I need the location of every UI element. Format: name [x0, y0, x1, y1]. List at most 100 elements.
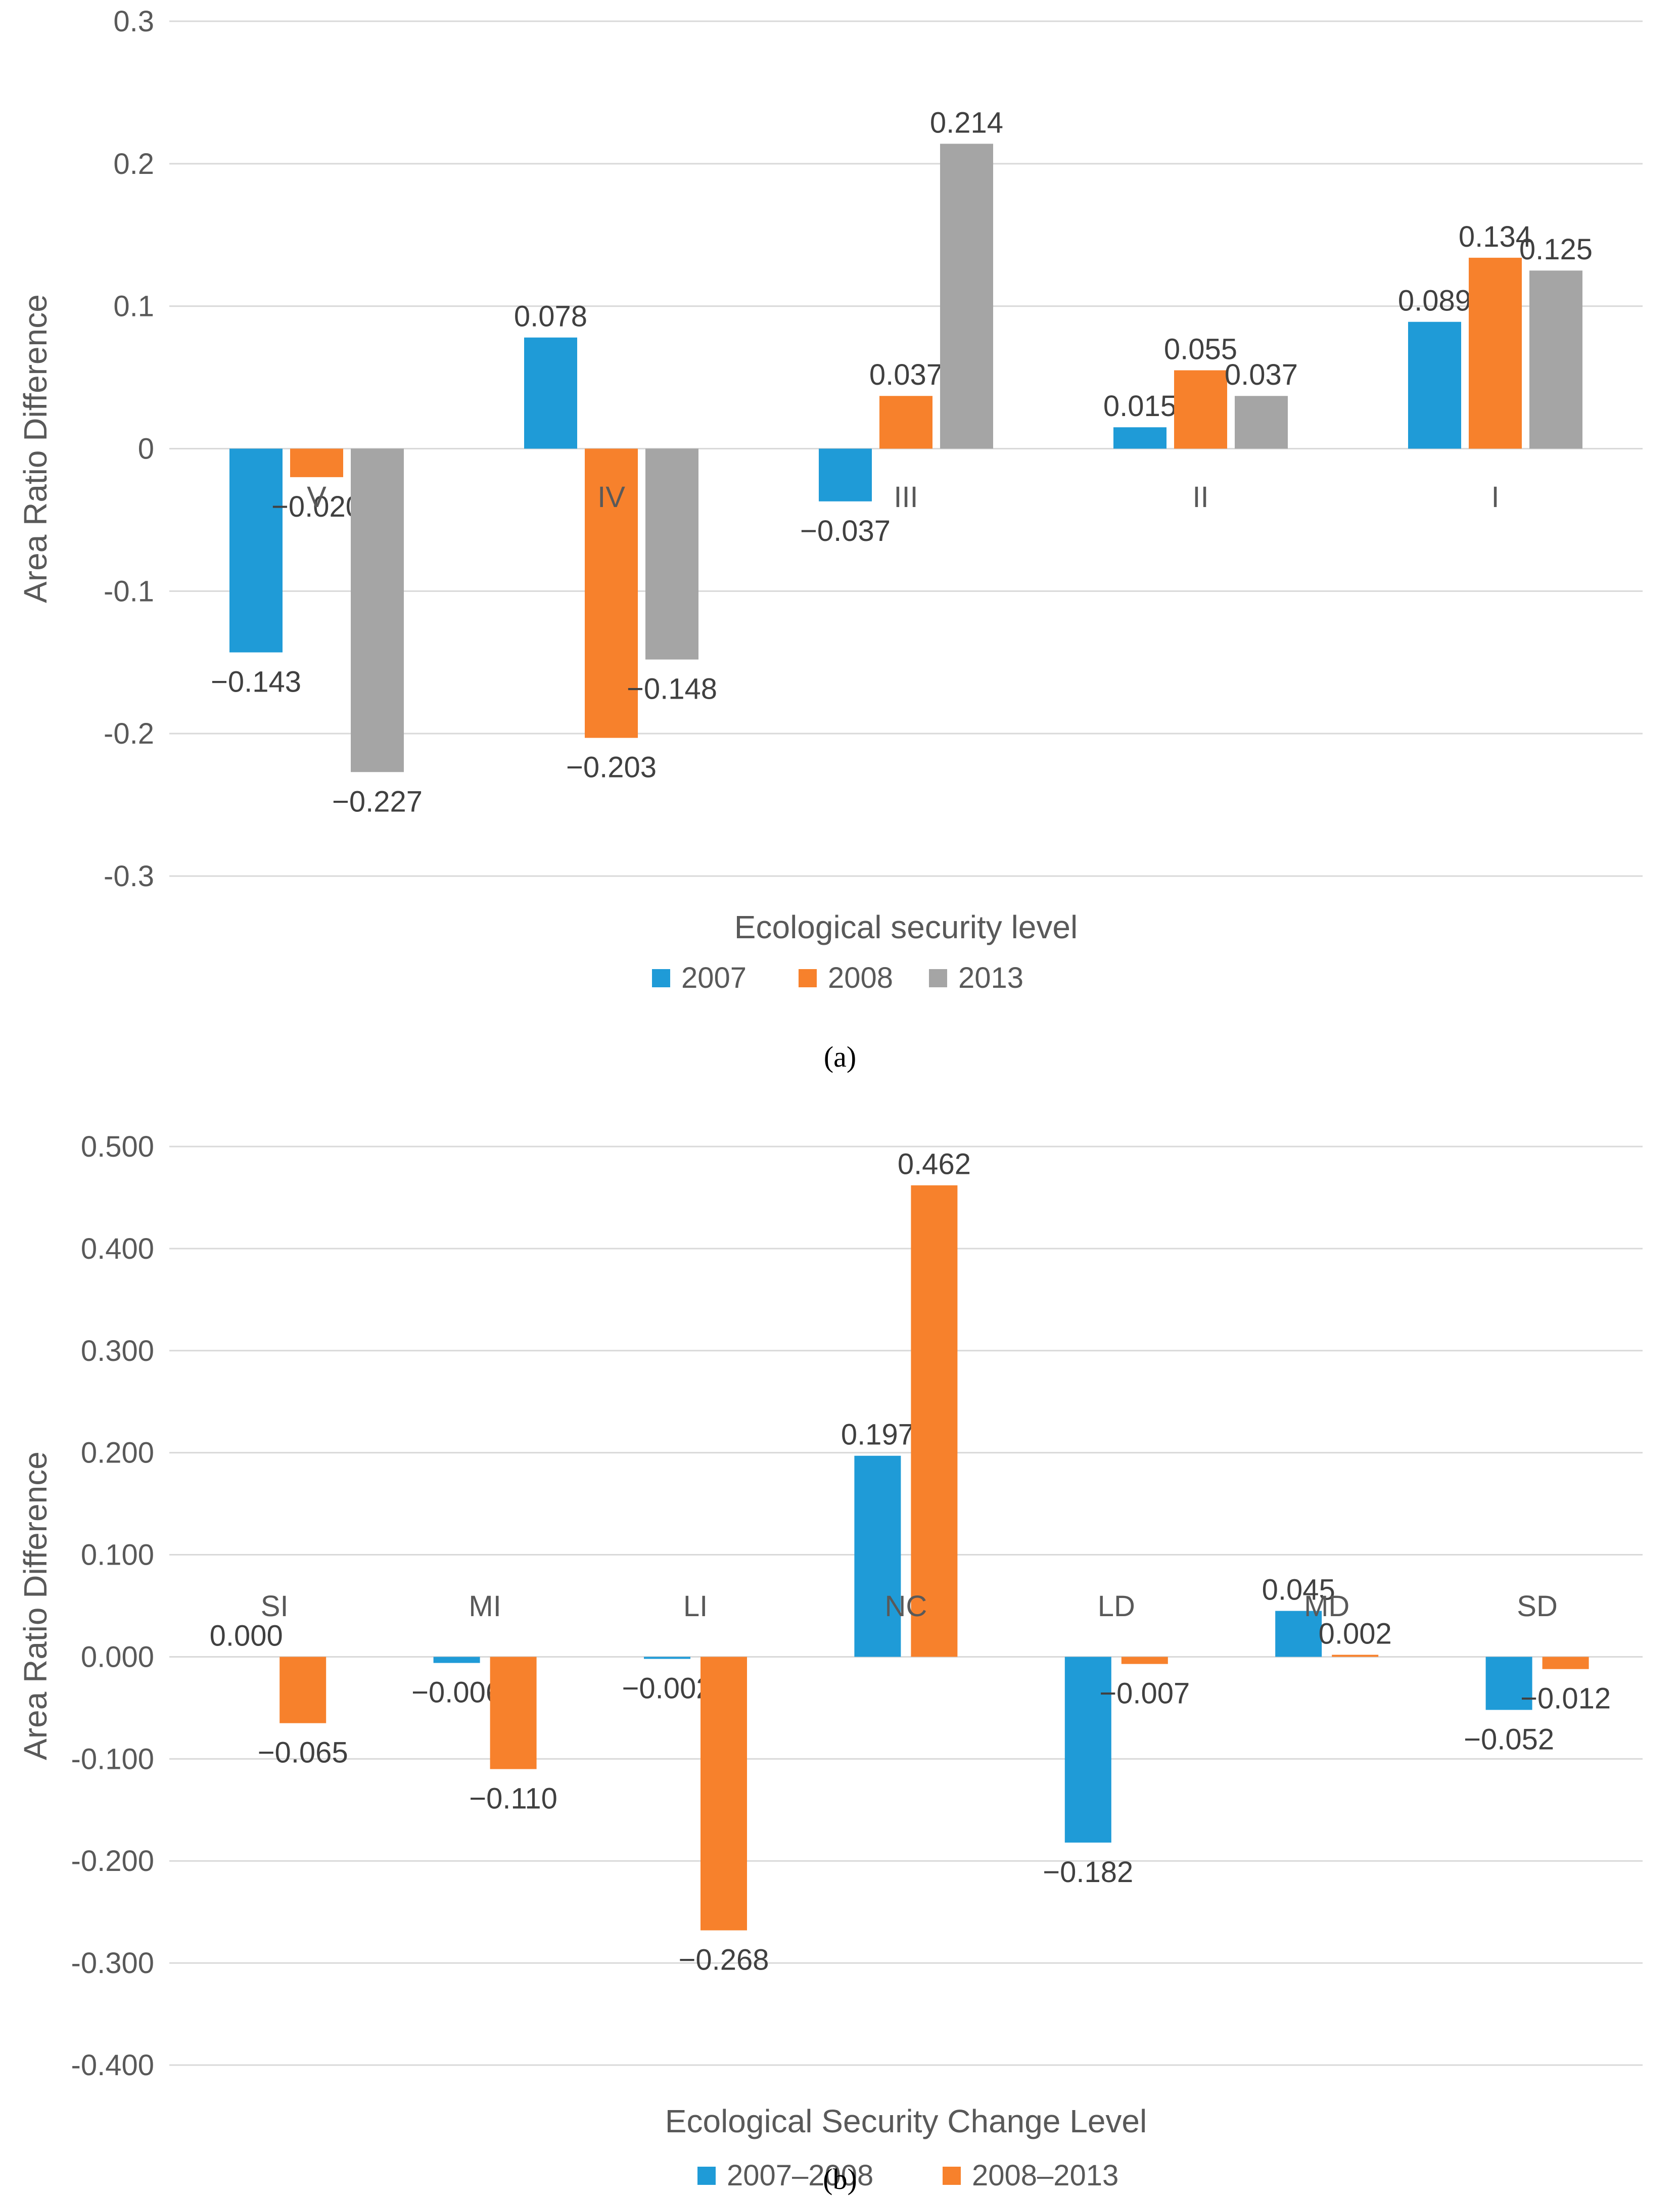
y-tick-label: -0.3 — [104, 860, 154, 893]
bar-2013-III — [940, 144, 993, 449]
x-category-label: LI — [683, 1590, 708, 1623]
y-tick-label: 0.200 — [81, 1437, 154, 1470]
x-category-label: MI — [469, 1590, 501, 1623]
bar-2008-IV — [585, 448, 638, 738]
data-label: −0.203 — [566, 751, 657, 784]
data-label: 0.134 — [1459, 220, 1532, 253]
y-tick-label: -0.2 — [104, 717, 154, 750]
bar-2008-2013-MD — [1332, 1655, 1379, 1657]
data-label: −0.002 — [622, 1672, 712, 1705]
bar-2013-V — [351, 448, 404, 772]
data-label: 0.002 — [1319, 1617, 1392, 1650]
bar-2008-II — [1174, 370, 1227, 449]
data-label: −0.110 — [469, 1782, 557, 1815]
data-label: −0.037 — [800, 515, 891, 547]
bar-2008-2013-LI — [701, 1657, 747, 1931]
y-tick-label: 0.000 — [81, 1640, 154, 1673]
x-category-label: II — [1192, 481, 1208, 514]
y-tick-label: 0.1 — [113, 290, 154, 323]
bar-2013-II — [1235, 396, 1288, 449]
data-label: 0.000 — [210, 1619, 283, 1652]
legend-swatch — [652, 969, 670, 987]
bar-2007-2008-MI — [433, 1657, 480, 1663]
bar-2008-2013-LD — [1121, 1657, 1168, 1664]
x-category-label: I — [1491, 481, 1499, 514]
chart-a: 0.3 0.2 0.1 0 -0.1 -0.2 -0.3 Area Ratio Differe… — [17, 5, 1643, 1073]
bar-2008-2013-SI — [279, 1657, 326, 1723]
data-label: 0.037 — [1225, 358, 1298, 391]
legend-swatch — [697, 2167, 716, 2185]
bar-2008-2013-SD — [1542, 1657, 1589, 1669]
bar-2007-II — [1113, 427, 1166, 449]
legend-label: 2007–2008 — [727, 2159, 873, 2192]
data-label: −0.182 — [1043, 1856, 1133, 1889]
data-label: −0.007 — [1099, 1677, 1190, 1710]
y-axis-title: Area Ratio Difference — [17, 294, 54, 603]
chart-b: 0.500 0.400 0.300 0.200 0.100 0.000 -0.100 -0.2… — [17, 1130, 1643, 2195]
y-tick-label: 0.2 — [113, 148, 154, 180]
legend-swatch — [929, 969, 947, 987]
data-label: −0.268 — [678, 1944, 769, 1977]
data-label: −0.006 — [411, 1676, 502, 1709]
data-label: 0.015 — [1103, 390, 1177, 423]
bar-2007-V — [229, 448, 283, 653]
legend-label: 2007 — [681, 962, 746, 994]
bar-2007-2008-LI — [644, 1657, 690, 1659]
y-tick-label: -0.300 — [71, 1947, 154, 1980]
x-category-label: V — [307, 481, 326, 514]
data-label: 0.078 — [514, 300, 587, 333]
bar-2008-III — [879, 396, 932, 449]
x-axis-title: Ecological security level — [734, 909, 1078, 945]
x-category-label: MD — [1304, 1590, 1349, 1623]
x-category-label: SI — [261, 1590, 289, 1623]
x-axis-title: Ecological Security Change Level — [665, 2103, 1147, 2139]
x-category-label: III — [894, 481, 918, 514]
figure-caption: (b) — [823, 2163, 857, 2195]
data-label: 0.214 — [930, 106, 1003, 139]
data-label: 0.055 — [1164, 333, 1237, 365]
y-tick-label: -0.1 — [104, 575, 154, 608]
data-label: −0.227 — [332, 785, 423, 818]
bar-2013-I — [1529, 270, 1582, 449]
bar-2007-IV — [524, 337, 577, 449]
legend: 2007 2008 2013 — [652, 962, 1023, 994]
y-tick-label: 0.100 — [81, 1539, 154, 1572]
legend-label: 2013 — [958, 962, 1023, 994]
bar-2007-2008-NC — [854, 1455, 901, 1657]
bar-2013-IV — [645, 448, 698, 660]
x-category-label: SD — [1517, 1590, 1558, 1623]
data-label: −0.148 — [627, 673, 717, 706]
bar-2007-I — [1408, 322, 1461, 449]
data-label: −0.143 — [211, 666, 301, 699]
legend-swatch — [943, 2167, 961, 2185]
y-tick-label: 0.3 — [113, 5, 154, 38]
y-tick-label: 0.300 — [81, 1335, 154, 1367]
x-category-label: NC — [885, 1590, 927, 1623]
y-tick-label: -0.100 — [71, 1743, 154, 1775]
bar-2008-2013-MI — [490, 1657, 537, 1769]
bar-2008-2013-NC — [911, 1185, 958, 1657]
y-tick-label: 0.500 — [81, 1130, 154, 1163]
data-label: 0.045 — [1262, 1574, 1335, 1607]
legend-label: 2008–2013 — [972, 2159, 1118, 2192]
y-tick-label: -0.200 — [71, 1845, 154, 1878]
bar-2007-2008-SD — [1485, 1657, 1532, 1710]
bar-2007-2008-LD — [1064, 1657, 1111, 1843]
y-axis-title: Area Ratio Difference — [17, 1451, 54, 1760]
data-label: −0.065 — [258, 1736, 348, 1769]
bar-2007-2008-MD — [1275, 1611, 1322, 1657]
bar-2008-I — [1469, 257, 1522, 449]
data-label: −0.052 — [1464, 1723, 1554, 1756]
bar-2008-V — [290, 448, 343, 477]
bar-2007-III — [819, 448, 872, 501]
data-label: −0.020 — [271, 490, 362, 523]
data-label: 0.197 — [841, 1419, 914, 1451]
legend-label: 2008 — [828, 962, 893, 994]
data-label: 0.037 — [869, 358, 943, 391]
x-category-label: LD — [1098, 1590, 1135, 1623]
legend: 2007–2008 2008–2013 — [697, 2159, 1118, 2192]
y-tick-label: 0 — [138, 433, 154, 466]
data-label: −0.012 — [1520, 1682, 1611, 1715]
legend-swatch — [799, 969, 817, 987]
